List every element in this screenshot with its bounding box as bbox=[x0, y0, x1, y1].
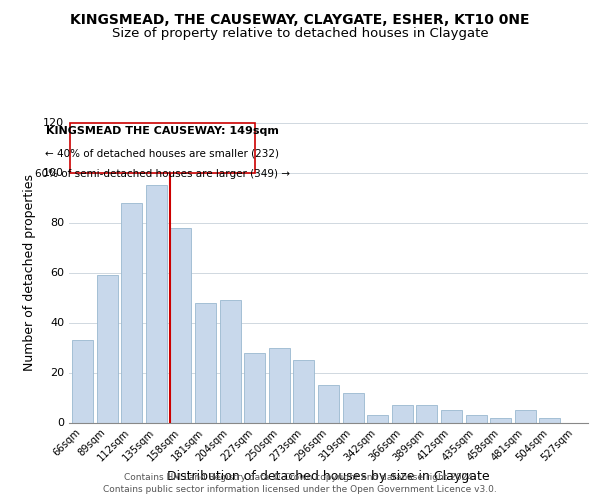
Bar bbox=[121, 202, 142, 422]
Bar bbox=[97, 275, 118, 422]
Y-axis label: Number of detached properties: Number of detached properties bbox=[23, 174, 36, 371]
Bar bbox=[539, 418, 560, 422]
Bar bbox=[269, 348, 290, 422]
FancyBboxPatch shape bbox=[70, 122, 255, 172]
Bar bbox=[515, 410, 536, 422]
Bar bbox=[343, 392, 364, 422]
Bar bbox=[441, 410, 462, 422]
Text: ← 40% of detached houses are smaller (232): ← 40% of detached houses are smaller (23… bbox=[46, 148, 280, 158]
Bar bbox=[195, 302, 216, 422]
Bar bbox=[367, 415, 388, 422]
Bar bbox=[220, 300, 241, 422]
Bar bbox=[490, 418, 511, 422]
Bar bbox=[146, 185, 167, 422]
Text: 60% of semi-detached houses are larger (349) →: 60% of semi-detached houses are larger (… bbox=[35, 169, 290, 179]
Bar bbox=[170, 228, 191, 422]
Bar bbox=[293, 360, 314, 422]
Bar bbox=[72, 340, 93, 422]
Bar bbox=[466, 415, 487, 422]
Bar bbox=[318, 385, 339, 422]
Text: KINGSMEAD THE CAUSEWAY: 149sqm: KINGSMEAD THE CAUSEWAY: 149sqm bbox=[46, 126, 279, 136]
X-axis label: Distribution of detached houses by size in Claygate: Distribution of detached houses by size … bbox=[167, 470, 490, 483]
Text: KINGSMEAD, THE CAUSEWAY, CLAYGATE, ESHER, KT10 0NE: KINGSMEAD, THE CAUSEWAY, CLAYGATE, ESHER… bbox=[70, 12, 530, 26]
Bar bbox=[416, 405, 437, 422]
Text: Size of property relative to detached houses in Claygate: Size of property relative to detached ho… bbox=[112, 28, 488, 40]
Bar bbox=[244, 352, 265, 422]
Bar bbox=[392, 405, 413, 422]
Text: Contains public sector information licensed under the Open Government Licence v3: Contains public sector information licen… bbox=[103, 485, 497, 494]
Text: Contains HM Land Registry data © Crown copyright and database right 2024.: Contains HM Land Registry data © Crown c… bbox=[124, 472, 476, 482]
